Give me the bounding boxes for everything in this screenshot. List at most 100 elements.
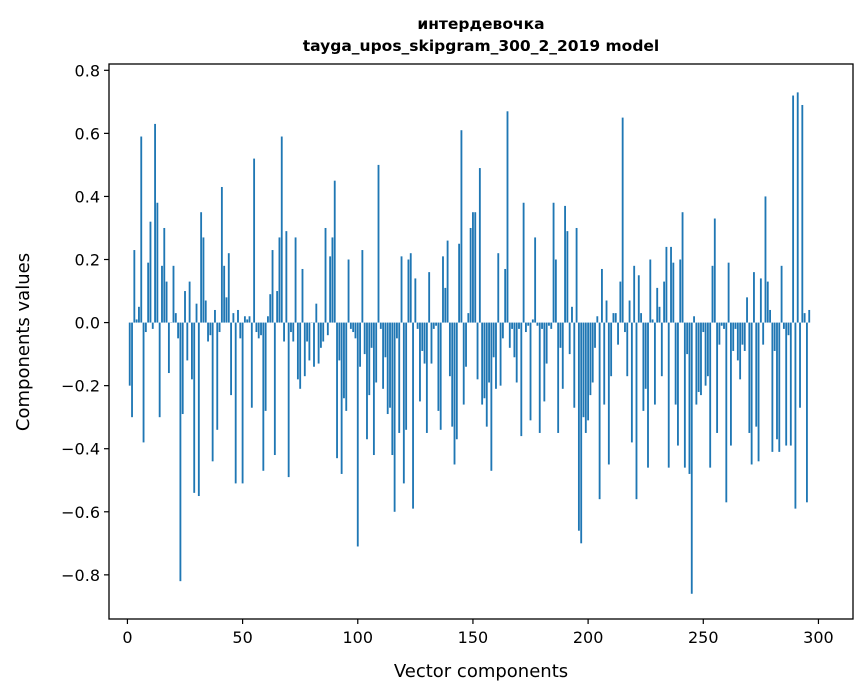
bar bbox=[283, 322, 285, 342]
bar bbox=[727, 262, 730, 323]
bar bbox=[531, 319, 534, 323]
bar bbox=[607, 322, 610, 465]
bar bbox=[619, 281, 622, 323]
bar bbox=[554, 259, 557, 323]
bar bbox=[697, 322, 700, 392]
bar bbox=[398, 322, 401, 433]
bar bbox=[771, 322, 774, 452]
bar bbox=[313, 322, 315, 367]
bar bbox=[739, 322, 742, 380]
bar bbox=[276, 291, 279, 323]
bar bbox=[481, 322, 484, 405]
bar bbox=[458, 243, 461, 323]
bar bbox=[506, 111, 509, 323]
bar bbox=[730, 322, 732, 446]
bar bbox=[419, 322, 421, 402]
bar bbox=[250, 322, 253, 408]
bar bbox=[743, 322, 746, 351]
bar bbox=[177, 322, 180, 339]
bar bbox=[522, 202, 525, 323]
bar bbox=[483, 322, 486, 399]
plot-frame bbox=[108, 63, 854, 620]
bar bbox=[354, 322, 357, 339]
bar bbox=[534, 237, 537, 323]
bar bbox=[407, 259, 410, 323]
bar bbox=[343, 322, 345, 399]
bar bbox=[133, 250, 136, 323]
bar bbox=[649, 259, 652, 323]
bar bbox=[225, 297, 228, 323]
bar bbox=[603, 322, 606, 405]
bar bbox=[545, 322, 548, 364]
bar bbox=[296, 322, 299, 380]
bar bbox=[156, 202, 159, 323]
bar bbox=[405, 322, 408, 430]
bar bbox=[794, 322, 797, 509]
bar bbox=[718, 322, 721, 345]
bar bbox=[734, 322, 737, 329]
bar bbox=[253, 158, 256, 323]
y-tick-label: −0.2 bbox=[61, 377, 100, 396]
bar bbox=[414, 278, 417, 323]
bar bbox=[635, 322, 638, 500]
bar bbox=[469, 227, 472, 323]
bar bbox=[400, 256, 403, 323]
bar bbox=[437, 322, 440, 411]
bar bbox=[497, 253, 500, 323]
bar bbox=[349, 322, 352, 329]
bar bbox=[361, 250, 364, 323]
bar bbox=[628, 300, 631, 323]
bar bbox=[782, 322, 785, 329]
bar bbox=[248, 316, 251, 323]
bar bbox=[711, 265, 714, 323]
bar bbox=[154, 123, 156, 323]
bar bbox=[377, 164, 380, 323]
bar bbox=[174, 313, 177, 323]
bar bbox=[140, 136, 143, 323]
bar bbox=[778, 322, 781, 452]
bar bbox=[158, 322, 161, 418]
bar bbox=[587, 322, 590, 421]
y-tick-label: −0.8 bbox=[61, 566, 100, 585]
y-tick-label: 0.4 bbox=[75, 187, 100, 206]
bar bbox=[598, 322, 601, 500]
bar bbox=[455, 322, 458, 440]
bar bbox=[808, 309, 811, 323]
bar bbox=[582, 322, 585, 418]
bar bbox=[753, 272, 755, 323]
bar bbox=[573, 322, 576, 408]
bar bbox=[575, 227, 578, 323]
x-tick-label: 300 bbox=[803, 628, 834, 647]
bar bbox=[527, 322, 530, 326]
bar bbox=[326, 322, 329, 336]
bar bbox=[640, 313, 643, 323]
bar bbox=[674, 322, 677, 405]
bar bbox=[423, 322, 426, 364]
bar bbox=[165, 281, 168, 323]
bar bbox=[306, 322, 309, 342]
bar bbox=[550, 322, 553, 329]
bar bbox=[490, 322, 493, 471]
bar bbox=[803, 313, 806, 323]
bar bbox=[147, 262, 150, 323]
bar bbox=[472, 212, 474, 323]
bar bbox=[446, 240, 449, 323]
bar bbox=[780, 265, 783, 323]
bar bbox=[478, 168, 481, 323]
bar bbox=[651, 319, 654, 323]
bar bbox=[792, 95, 795, 323]
bar bbox=[149, 221, 152, 323]
bar bbox=[200, 212, 203, 323]
bar bbox=[453, 322, 456, 465]
bar bbox=[806, 322, 808, 503]
bar bbox=[614, 313, 617, 323]
bar bbox=[518, 322, 520, 329]
bar bbox=[594, 322, 596, 348]
bar bbox=[591, 322, 594, 383]
bar bbox=[621, 117, 624, 323]
bar bbox=[690, 322, 693, 594]
bar bbox=[706, 322, 709, 377]
bar bbox=[382, 322, 385, 389]
bar bbox=[435, 322, 437, 326]
